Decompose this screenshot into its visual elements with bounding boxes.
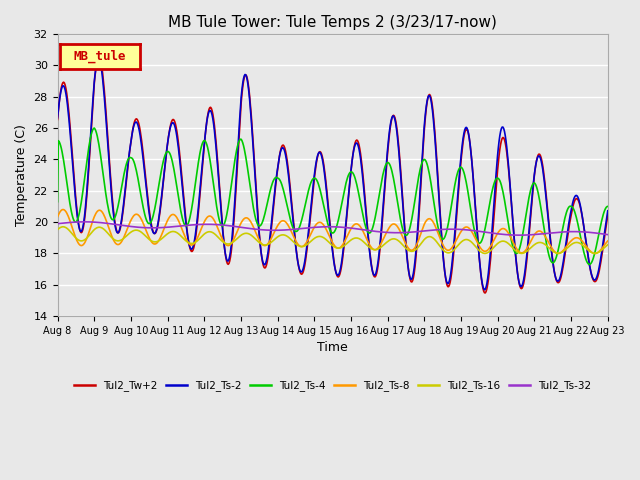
Legend: Tul2_Tw+2, Tul2_Ts-2, Tul2_Ts-4, Tul2_Ts-8, Tul2_Ts-16, Tul2_Ts-32: Tul2_Tw+2, Tul2_Ts-2, Tul2_Ts-4, Tul2_Ts… <box>70 376 595 396</box>
X-axis label: Time: Time <box>317 341 348 354</box>
Y-axis label: Temperature (C): Temperature (C) <box>15 124 28 226</box>
Title: MB Tule Tower: Tule Temps 2 (3/23/17-now): MB Tule Tower: Tule Temps 2 (3/23/17-now… <box>168 15 497 30</box>
